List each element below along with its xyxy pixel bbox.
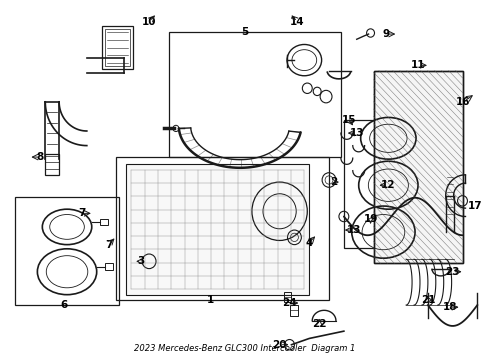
Text: 22: 22 (312, 319, 326, 329)
Text: 1: 1 (207, 295, 214, 305)
Text: 9: 9 (383, 29, 390, 39)
Bar (291, 305, 298, 315)
Text: 20: 20 (272, 340, 287, 350)
Bar (101, 26, 133, 69)
Text: 19: 19 (364, 213, 378, 224)
Text: 2023 Mercedes-Benz GLC300 Intercooler  Diagram 1: 2023 Mercedes-Benz GLC300 Intercooler Di… (134, 344, 356, 353)
Bar (99, 219, 108, 225)
Bar (15, 197, 120, 305)
Text: 15: 15 (342, 114, 356, 125)
Text: 5: 5 (242, 27, 248, 37)
Text: 8: 8 (37, 152, 44, 162)
Text: 16: 16 (456, 97, 471, 107)
Text: 14: 14 (290, 17, 305, 27)
Text: 17: 17 (468, 201, 483, 211)
Text: 11: 11 (411, 60, 425, 70)
Bar (284, 292, 292, 302)
Text: 18: 18 (442, 302, 457, 312)
Text: 24: 24 (282, 298, 297, 308)
Text: 12: 12 (381, 180, 395, 190)
Bar (169, 32, 341, 157)
Text: 6: 6 (60, 300, 68, 310)
Bar (344, 120, 443, 248)
Text: 2: 2 (330, 177, 338, 187)
Bar (104, 29, 130, 66)
Text: 10: 10 (142, 17, 156, 27)
Text: 23: 23 (445, 267, 460, 277)
Text: 4: 4 (306, 238, 313, 248)
Text: 21: 21 (420, 295, 435, 305)
Bar (117, 157, 329, 300)
Bar (373, 71, 463, 264)
Text: 7: 7 (78, 208, 86, 219)
Bar (45, 154, 59, 175)
Text: 13: 13 (349, 128, 364, 138)
Bar (126, 165, 309, 295)
Text: 7: 7 (105, 240, 112, 249)
Text: 13: 13 (346, 225, 361, 235)
Bar (104, 264, 113, 270)
Text: 3: 3 (138, 256, 145, 266)
Bar (373, 71, 463, 264)
